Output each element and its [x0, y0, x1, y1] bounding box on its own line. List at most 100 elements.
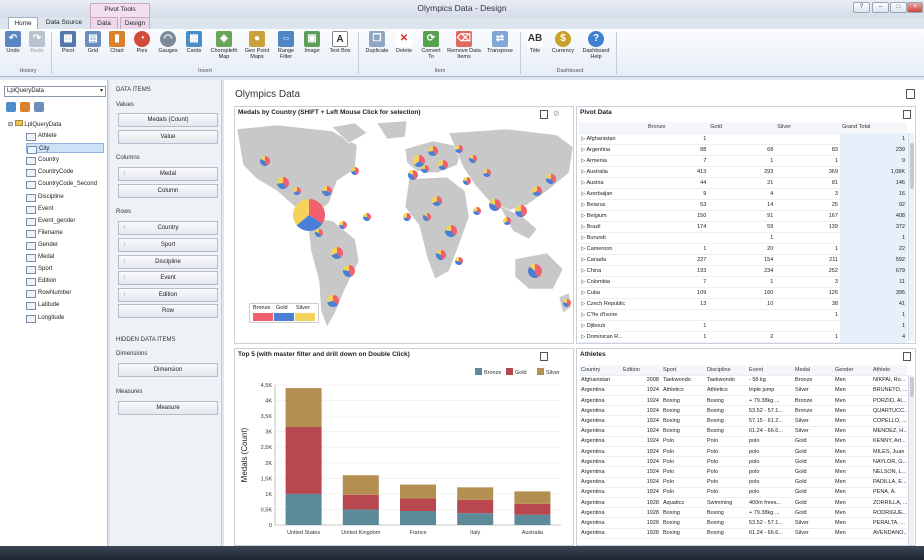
tab-design[interactable]: Design	[120, 17, 150, 29]
map-pie-slice[interactable]	[309, 199, 325, 224]
map-pie-slice[interactable]	[343, 269, 352, 277]
pivot-column-header[interactable]: Gold	[708, 122, 776, 134]
rows-well-event[interactable]: ↑ Event	[118, 271, 218, 285]
map-pie-slice[interactable]	[414, 161, 425, 167]
athletes-column-header[interactable]: Discipline	[705, 365, 747, 376]
athletes-column-header[interactable]: Edition	[621, 365, 661, 376]
bar-gold[interactable]	[514, 503, 551, 515]
map-pie-slice[interactable]	[322, 186, 327, 191]
map-pie-slice[interactable]	[483, 173, 491, 178]
field-item[interactable]: Longitude	[26, 313, 104, 323]
athletes-row[interactable]: Argentina 1924 Polo Polo polo Gold Men PENA, A.	[579, 487, 907, 498]
bar-bronze[interactable]	[400, 511, 436, 525]
map-pie-slice[interactable]	[327, 301, 339, 307]
pivot-row[interactable]: ▷ Djibouti 1 1	[579, 320, 907, 332]
field-item[interactable]: Athlete	[26, 131, 104, 141]
athletes-column-header[interactable]: Athlete	[871, 365, 907, 376]
map-pie-slice[interactable]	[339, 225, 345, 229]
field-item[interactable]: Gender	[26, 240, 104, 250]
field-item[interactable]: Discipline	[26, 192, 104, 202]
map-pie-slice[interactable]	[537, 186, 542, 194]
undo-button[interactable]: ↶ Undo	[5, 31, 21, 54]
cards-button[interactable]: ▦ Cards	[186, 31, 202, 54]
map-pie-slice[interactable]	[489, 202, 499, 212]
field-item[interactable]: City	[26, 143, 104, 155]
map-pie-slice[interactable]	[473, 155, 477, 163]
athletes-row[interactable]: Argentina 1924 Boxing Boxing + 79.38kg ... Br…	[579, 395, 907, 407]
map-pie-slice[interactable]	[297, 187, 301, 194]
transpose-button[interactable]: ⇄ Transpose	[487, 31, 513, 54]
pivot-row[interactable]: ▷ Colombia 7 1 3 11	[579, 276, 907, 288]
pivot-scrollbar[interactable]	[908, 133, 914, 341]
world-map[interactable]	[237, 121, 573, 343]
pivot-row[interactable]: ▷ Burundi 1 1	[579, 232, 907, 244]
choropleth-map-button[interactable]: ◈ Choropleth Map	[210, 31, 238, 60]
athletes-column-header[interactable]: Gender	[833, 365, 871, 376]
athletes-row[interactable]: Argentina 1924 Boxing Boxing 53.52 - 57.1...…	[579, 405, 907, 417]
pivot-column-header[interactable]: Silver	[775, 122, 840, 134]
map-pie-slice[interactable]	[343, 221, 347, 229]
athletes-column-header[interactable]: Event	[747, 365, 793, 376]
map-pie-slice[interactable]	[423, 214, 429, 221]
athletes-row[interactable]: Argentina 1924 Boxing Boxing 61.24 - 66.6...…	[579, 426, 907, 437]
athletes-row[interactable]: Argentina 1924 Polo Polo polo Gold Men NAYLOR, …	[579, 456, 907, 468]
close-button[interactable]: ×	[907, 2, 923, 13]
map-pie-slice[interactable]	[487, 169, 492, 176]
athletes-column-header[interactable]: Medal	[793, 365, 833, 376]
field-item[interactable]: Edition	[26, 276, 104, 287]
range-filter-button[interactable]: ⇔ Range Filter	[277, 31, 295, 60]
data-source-combo[interactable]: LplQueryData ▾	[4, 86, 106, 97]
export-icon[interactable]	[540, 352, 548, 361]
athletes-row[interactable]: Argentina 1928 Boxing Boxing 53.52 - 57.1...…	[579, 517, 907, 529]
map-pie-slice[interactable]	[443, 160, 448, 169]
chart-button[interactable]: ▮ Chart	[109, 31, 125, 54]
athletes-row[interactable]: Argentina 1928 Boxing Boxing + 79.38kg ... Go…	[579, 507, 907, 519]
bar-silver[interactable]	[400, 484, 436, 499]
redo-button[interactable]: ↷ Redo	[29, 31, 45, 54]
map-pie-slice[interactable]	[407, 172, 415, 180]
pivot-row[interactable]: ▷ Cuba 109 160 126 395	[579, 287, 907, 299]
map-pie-slice[interactable]	[363, 213, 367, 217]
map-pie-slice[interactable]	[293, 191, 301, 195]
athletes-grid[interactable]: Country Edition Sport Discipline Event Medal G…	[579, 365, 907, 539]
athletes-row[interactable]: Argentina 1924 Athletics Athletics triple ju…	[579, 385, 907, 397]
tree-root[interactable]: ⊟ LplQueryData	[8, 120, 62, 128]
map-pie-slice[interactable]	[495, 199, 502, 210]
pivot-grid[interactable]: Bronze Gold Silver Grand Total ▷ Afghanistan…	[579, 122, 907, 343]
map-pie-slice[interactable]	[521, 205, 527, 217]
bar-silver[interactable]	[342, 475, 379, 495]
map-pie-slice[interactable]	[455, 257, 459, 261]
map-pie-slice[interactable]	[293, 199, 309, 226]
map-pie-slice[interactable]	[459, 257, 464, 264]
bar-gold[interactable]	[285, 427, 322, 494]
athletes-row[interactable]: Argentina 1924 Polo Polo polo Gold Men NELSON, …	[579, 466, 907, 478]
values-well-medals[interactable]: Medals (Count)	[118, 113, 218, 127]
map-pie-slice[interactable]	[451, 225, 458, 236]
map-pie-slice[interactable]	[331, 253, 341, 259]
map-pie-slice[interactable]	[436, 250, 441, 255]
pivot-row[interactable]: ▷ Afghanistan 1 1	[579, 133, 907, 145]
pies-button[interactable]: ◔ Pies	[133, 31, 151, 54]
field-item[interactable]: CountryCode_Second	[26, 179, 104, 190]
map-pie-slice[interactable]	[327, 295, 333, 303]
map-pie-slice[interactable]	[322, 190, 332, 196]
title-button[interactable]: AB Title	[527, 31, 543, 54]
map-pie-slice[interactable]	[503, 221, 511, 226]
scrollbar-thumb[interactable]	[910, 377, 914, 397]
athletes-row[interactable]: Argentina 1924 Boxing Boxing 57.15 - 61.2...…	[579, 415, 907, 427]
map-pie-slice[interactable]	[413, 170, 419, 180]
bar-silver[interactable]	[457, 487, 494, 500]
map-pie-slice[interactable]	[333, 295, 339, 305]
export-icon[interactable]	[903, 352, 911, 361]
duplicate-button[interactable]: ❐ Duplicate	[365, 31, 389, 54]
map-pie-slice[interactable]	[403, 213, 407, 219]
currency-button[interactable]: $ Currency	[551, 31, 575, 54]
bar-bronze[interactable]	[457, 513, 494, 525]
grid-button[interactable]: ▤ Grid	[84, 31, 102, 54]
map-pie-slice[interactable]	[319, 229, 323, 237]
map-pie-slice[interactable]	[473, 207, 477, 212]
map-pie-slice[interactable]	[403, 217, 410, 221]
pivot-row[interactable]: ▷ China 193 234 252 679	[579, 265, 907, 277]
map-pie-slice[interactable]	[423, 213, 427, 217]
refresh-icon[interactable]	[34, 102, 44, 112]
